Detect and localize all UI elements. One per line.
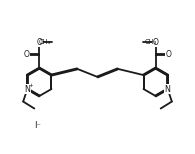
Text: O: O <box>165 50 171 59</box>
Text: N: N <box>24 85 30 93</box>
Text: CH₃: CH₃ <box>144 39 156 45</box>
Text: O: O <box>36 38 42 47</box>
Text: CH₃: CH₃ <box>39 39 51 45</box>
Text: +: + <box>29 83 33 88</box>
Text: N: N <box>165 85 171 93</box>
Text: O: O <box>24 50 30 59</box>
Text: O: O <box>153 38 159 47</box>
Text: I⁻: I⁻ <box>34 121 41 130</box>
